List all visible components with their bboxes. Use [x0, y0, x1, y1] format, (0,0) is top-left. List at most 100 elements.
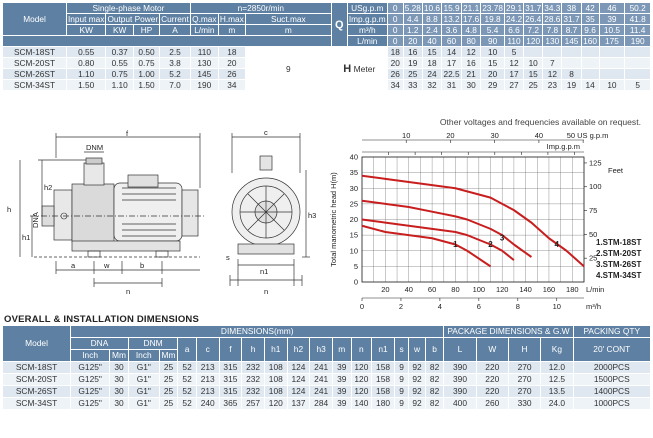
dim-label-f: f — [126, 129, 129, 138]
head-value: 17 — [503, 68, 525, 80]
head-value: 7 — [542, 57, 563, 69]
head-value: 12 — [542, 68, 563, 80]
q-max: 145 — [189, 68, 219, 80]
dim-col-b: b — [424, 337, 445, 362]
q-value-m3h: 5.4 — [480, 24, 505, 36]
dim-value: 315 — [218, 373, 243, 386]
head-value: 16 — [402, 46, 423, 58]
dim-label-dna: DNA — [31, 212, 40, 228]
performance-table: Model Single-phase Motor n=2850r/min Q USg.p… — [2, 2, 651, 91]
lmin-tick-label: 40 — [405, 285, 413, 294]
dim-value: 213 — [195, 361, 220, 374]
dim-value: 39 — [332, 397, 352, 410]
q-value-m3h: 9.6 — [580, 24, 600, 36]
curve-tag: 1 — [453, 240, 458, 249]
dna-inch: G125" — [70, 385, 111, 398]
legend-entry: 2.STM-20ST — [596, 249, 641, 258]
head-value: 25 — [402, 68, 423, 80]
dim-col-n: n — [350, 337, 373, 362]
dimensions-header: DIMENSIONS(mm) — [70, 325, 445, 338]
y-tick-label: 5 — [354, 262, 358, 271]
current-a: 3.8 — [159, 57, 191, 69]
head-value: 24 — [421, 68, 443, 80]
y-tick-label: 35 — [350, 168, 358, 177]
q-value-usgpm: 50.2 — [624, 2, 651, 14]
q-value-usgpm: 0 — [386, 2, 404, 14]
pkg-col-l: L — [443, 337, 477, 362]
curve-tag: 4 — [554, 240, 559, 249]
model-row: SCM-26ST G125" 30 G1" 25 52 213 315 232 108 124 241… — [1, 385, 652, 398]
dim-value: 315 — [218, 385, 243, 398]
perf-header-row: Model Single-phase Motor n=2850r/min Q USg.p… — [2, 2, 651, 47]
dim-value: 257 — [241, 397, 265, 410]
dnm-inch: G1" — [127, 385, 160, 398]
q-value-m3h: 7.8 — [542, 24, 563, 36]
h-unit: Meter — [353, 63, 376, 74]
dim-label-n-front: n — [264, 287, 268, 296]
qmax-header: Q.max — [189, 13, 219, 25]
q-value-usgpm: 21.1 — [461, 2, 482, 14]
head-value: 12 — [461, 46, 482, 58]
model-name: SCM-34ST — [1, 397, 72, 410]
m3h-tick-label: 10 — [553, 302, 561, 311]
q-value-lmin: 130 — [542, 35, 563, 47]
lmin-tick-label: 180 — [566, 285, 579, 294]
dim-col-h2: h2 — [286, 337, 311, 362]
dim-value: 92 — [408, 373, 426, 386]
q-value-lmin: 175 — [598, 35, 626, 47]
legend-entry: 1.STM-18ST — [596, 238, 641, 247]
dim-label-a: a — [71, 261, 76, 270]
dim-value: 240 — [195, 397, 220, 410]
dnm-mm: 25 — [158, 385, 179, 398]
usgpm-tick-label: 40 — [535, 131, 543, 140]
h-max: 20 — [217, 57, 246, 69]
dim-col-f: f — [218, 337, 243, 362]
dnm-mm: 25 — [158, 397, 179, 410]
h-max: 34 — [217, 79, 246, 91]
model-name: SCM-34ST — [2, 79, 67, 91]
usgpm-tick-label: 10 — [402, 131, 410, 140]
q-value-impgpm: 28.6 — [542, 13, 563, 25]
q-value-impgpm: 19.8 — [480, 13, 505, 25]
q-value-lmin: 60 — [441, 35, 463, 47]
q-value-lmin: 0 — [386, 35, 404, 47]
dim-value: 158 — [371, 361, 395, 374]
input-kw: 1.10 — [65, 68, 107, 80]
unit-label: L/min — [189, 24, 219, 36]
dim-value: 232 — [241, 385, 265, 398]
dim-value: 140 — [350, 397, 373, 410]
dim-col-w: w — [408, 337, 426, 362]
pkg-value: 390 — [443, 373, 477, 386]
dim-value: 232 — [241, 373, 265, 386]
dnm-mm: 25 — [158, 373, 179, 386]
motor-header: Single-phase Motor — [66, 2, 191, 14]
feet-unit-label: Feet — [608, 166, 624, 175]
model-row: SCM-34ST 1.50 1.10 1.50 7.0 190 34 34 33 32 31 30 29… — [2, 79, 651, 91]
dim-col-a: a — [177, 337, 197, 362]
q-value-m3h: 0 — [386, 24, 404, 36]
dim-value: 39 — [332, 373, 352, 386]
output-hp: 1.50 — [132, 79, 161, 91]
q-value-m3h: 2.4 — [421, 24, 443, 36]
curve-tag: 2 — [488, 240, 493, 249]
dim-value: 213 — [195, 373, 220, 386]
dna-mm-header: Mm — [109, 349, 129, 362]
dim-value: 92 — [408, 397, 426, 410]
lmin-tick-label: 20 — [381, 285, 389, 294]
m3h-tick-label: 4 — [438, 302, 442, 311]
head-value: 30 — [461, 79, 482, 91]
dim-label-dnm: DNM — [86, 143, 103, 152]
head-value: 18 — [421, 57, 443, 69]
dim-value: 52 — [177, 385, 197, 398]
dim-col-h3: h3 — [309, 337, 333, 362]
dim-value: 124 — [286, 361, 311, 374]
lmin-unit-label: L/min — [586, 285, 604, 294]
q-value-lmin: 20 — [402, 35, 423, 47]
dim-value: 52 — [177, 397, 197, 410]
output-hp: 0.50 — [132, 46, 161, 58]
speed-header: n=2850r/min — [189, 2, 332, 14]
q-unit-m3h: m³/h — [346, 24, 388, 36]
pkg-value: 270 — [507, 373, 542, 386]
pump-front-view-drawing: c h3 s n1 n — [226, 128, 316, 296]
lmin-tick-label: 80 — [451, 285, 459, 294]
